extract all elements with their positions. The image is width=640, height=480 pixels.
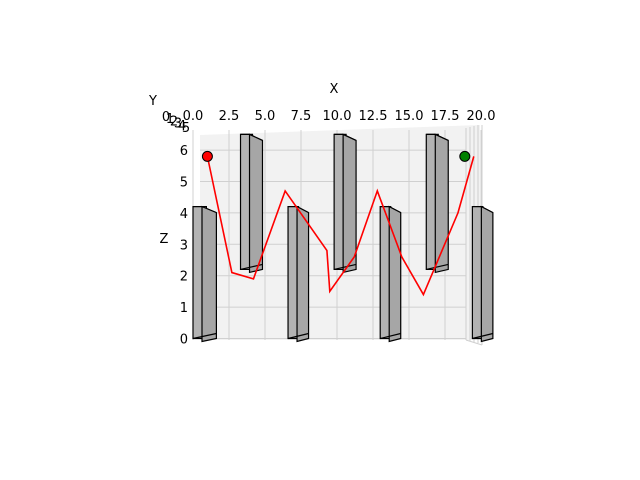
y-tick-label: 5	[182, 121, 190, 136]
y-tick-label: 4	[178, 119, 186, 134]
y-axis-label: Y	[148, 94, 157, 109]
x-axis-label: X	[330, 82, 339, 97]
x-tick-label: 5.0	[255, 109, 276, 124]
obstacle-3	[287, 205, 310, 343]
x-tick-label: 2.5	[219, 109, 240, 124]
z-tick-label: 1	[180, 301, 188, 316]
obstacle-edge	[192, 332, 217, 340]
z-tick-label: 0	[180, 333, 188, 348]
obstacle-side-face	[296, 205, 310, 343]
path-line	[206, 156, 475, 297]
obstacle-edge	[472, 332, 494, 340]
end-point	[459, 150, 471, 162]
x-tick-label: 7.5	[291, 109, 312, 124]
y-tick-label: 1	[166, 112, 174, 127]
z-tick-label: 6	[180, 144, 188, 159]
obstacle-edge	[333, 263, 357, 271]
obstacle-edge	[426, 263, 449, 271]
x-tick-label: 12.5	[359, 109, 388, 124]
obstacle-5	[379, 205, 402, 343]
x-tick-label: 0.0	[183, 109, 204, 124]
obstacle-side-face	[388, 205, 402, 343]
z-axis-label: Z	[160, 232, 169, 247]
x-tick-label: 20.0	[467, 109, 496, 124]
x-tick-label: 10.0	[323, 109, 352, 124]
obstacle-edge	[380, 332, 401, 340]
obstacle-7	[471, 205, 494, 343]
obstacle-2	[239, 133, 264, 274]
obstacle-side-face	[434, 133, 449, 274]
obstacle-6	[425, 133, 449, 274]
path-layer	[201, 150, 475, 297]
obstacles	[192, 133, 494, 343]
obstacle-side-face	[248, 133, 264, 274]
z-tick-label: 2	[180, 270, 188, 285]
ticks: 0.0 2.5 5.0 7.5 10.0 12.5 15.0 17.5 20.001234560…	[162, 109, 496, 348]
obstacle-side-face	[201, 205, 217, 343]
obstacle-side-face	[342, 133, 357, 274]
z-tick-label: 3	[180, 238, 188, 253]
z-tick-label: 4	[180, 207, 188, 222]
y-tick-label: 0	[162, 110, 170, 125]
x-tick-label: 17.5	[431, 109, 460, 124]
y-tick-label: 2	[170, 114, 178, 129]
obstacle-4	[333, 133, 357, 274]
start-point	[201, 150, 213, 162]
obstacle-side-face	[480, 205, 494, 343]
obstacle-edge	[287, 332, 309, 340]
y-tick-label: 3	[174, 117, 182, 132]
z-tick-label: 5	[180, 176, 188, 191]
obstacle-1	[192, 205, 217, 343]
x-tick-label: 15.0	[395, 109, 424, 124]
